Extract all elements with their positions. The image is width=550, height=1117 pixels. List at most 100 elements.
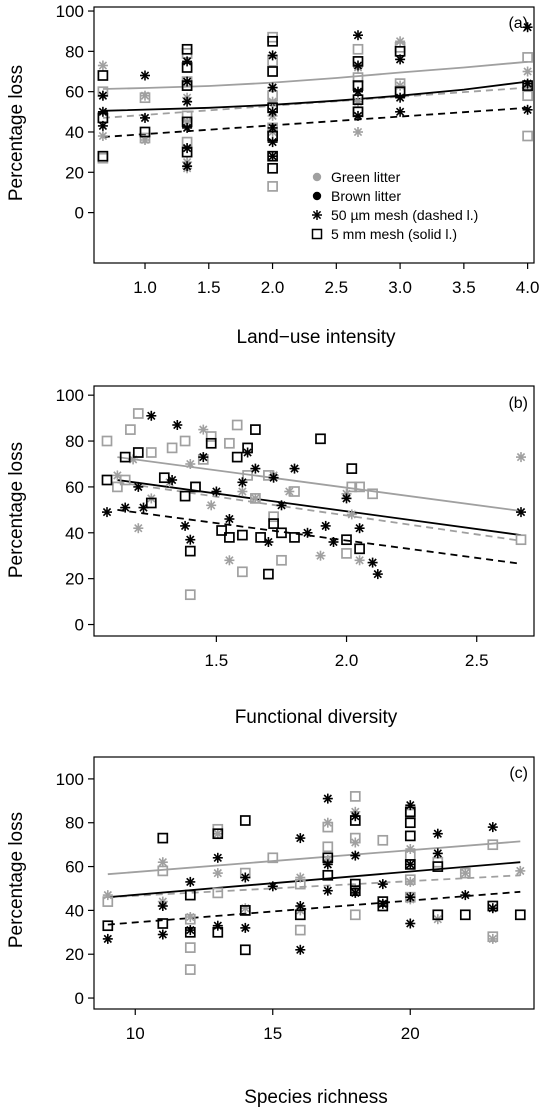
- point-brown-5mm: [237, 529, 248, 541]
- point-brown-5mm: [349, 878, 361, 890]
- point-brown-50um: [172, 420, 183, 430]
- point-green-50um: [212, 868, 223, 879]
- panel-a: 0 20 40 60 80 100 1.0 1.5 2.0 2.5 3.0 3.5 4.0 (a) P…: [6, 2, 539, 348]
- point-green-5mm: [242, 470, 253, 481]
- point-brown-50um: [102, 507, 112, 518]
- point-brown-5mm: [119, 451, 131, 463]
- point-brown-5mm: [404, 859, 416, 870]
- point-brown-5mm: [184, 545, 196, 557]
- point-green-5mm: [101, 435, 113, 447]
- point-brown-5mm: [157, 832, 169, 844]
- point-green-5mm: [184, 589, 196, 601]
- point-green-5mm: [184, 964, 196, 975]
- point-green-5mm: [267, 852, 279, 864]
- trend-line-green-50um: [102, 86, 528, 119]
- trend-line-green-50um: [107, 874, 521, 899]
- point-brown-5mm: [239, 905, 251, 916]
- point-green-50um: [185, 912, 196, 922]
- point-brown-50um: [289, 463, 300, 474]
- point-brown-50um: [267, 881, 278, 892]
- point-brown-5mm: [190, 481, 201, 493]
- x-axis: 10 15 20: [126, 1009, 420, 1043]
- point-brown-5mm: [267, 102, 278, 114]
- point-green-50um: [133, 523, 144, 534]
- point-brown-50um: [377, 898, 388, 909]
- point-brown-5mm: [352, 94, 364, 106]
- point-green-5mm: [352, 43, 364, 55]
- point-brown-50um: [395, 106, 406, 117]
- point-brown-5mm: [212, 926, 224, 938]
- y-axis-label: Percentage loss: [6, 812, 27, 948]
- point-brown-5mm: [377, 900, 389, 912]
- point-brown-5mm: [352, 56, 364, 67]
- point-brown-50um: [322, 859, 333, 870]
- point-brown-5mm: [212, 828, 224, 840]
- point-brown-5mm: [145, 497, 157, 509]
- point-green-5mm: [157, 865, 169, 877]
- point-brown-5mm: [184, 889, 196, 901]
- point-brown-50um: [240, 872, 251, 883]
- point-brown-50um: [120, 502, 131, 513]
- point-brown-50um: [295, 901, 306, 911]
- y-tick-label: 40: [65, 524, 84, 543]
- point-brown-5mm: [263, 568, 274, 580]
- point-brown-5mm: [181, 43, 193, 55]
- data-points: [101, 408, 527, 601]
- point-brown-50um: [240, 922, 251, 933]
- point-brown-50um: [367, 557, 378, 568]
- point-brown-50um: [522, 22, 533, 33]
- point-green-50um: [224, 555, 235, 566]
- point-brown-5mm: [322, 852, 334, 864]
- x-tick-label: 2.5: [465, 651, 489, 670]
- point-brown-50um: [212, 852, 223, 863]
- trend-lines: [117, 456, 522, 565]
- point-brown-50um: [267, 82, 278, 93]
- y-tick-label: 100: [56, 386, 84, 405]
- x-tick-label: 1.5: [197, 278, 221, 297]
- point-brown-50um: [295, 944, 306, 955]
- point-green-50um: [522, 66, 533, 77]
- point-brown-50um: [182, 56, 193, 67]
- point-brown-50um: [405, 859, 416, 870]
- point-brown-50um: [395, 92, 406, 103]
- point-brown-5mm: [432, 861, 444, 872]
- point-green-5mm: [102, 896, 114, 907]
- point-green-5mm: [184, 942, 196, 953]
- x-tick-label: 10: [126, 1024, 145, 1043]
- point-brown-5mm: [341, 534, 352, 546]
- point-green-5mm: [289, 486, 300, 497]
- trend-line-green-5mm: [107, 840, 521, 876]
- point-green-5mm: [352, 72, 364, 83]
- point-green-5mm: [349, 909, 361, 921]
- point-green-50um: [157, 857, 168, 868]
- point-brown-50um: [350, 850, 361, 861]
- trend-line-brown-5mm: [117, 479, 522, 536]
- point-brown-5mm: [158, 472, 170, 484]
- x-axis: 1.0 1.5 2.0 2.5 3.0 3.5 4.0: [133, 263, 539, 297]
- point-green-5mm: [139, 92, 151, 104]
- point-green-5mm: [132, 408, 144, 419]
- point-brown-50um: [185, 925, 196, 936]
- point-brown-5mm: [224, 532, 235, 543]
- point-brown-5mm: [352, 80, 364, 91]
- point-green-50um: [250, 493, 261, 504]
- point-brown-5mm: [242, 442, 253, 454]
- point-brown-50um: [432, 828, 443, 839]
- point-brown-50um: [237, 477, 248, 488]
- y-tick-label: 60: [65, 858, 84, 877]
- legend-label-green-litter: Green litter: [331, 169, 401, 185]
- point-brown-50um: [405, 892, 416, 903]
- point-green-5mm: [322, 821, 334, 833]
- point-brown-50um: [322, 793, 333, 804]
- trend-line-brown-50um: [117, 509, 522, 565]
- y-tick-label: 40: [65, 901, 84, 920]
- x-axis-label: Land−use intensity: [237, 327, 396, 348]
- point-green-5mm: [515, 534, 527, 546]
- point-brown-5mm: [181, 80, 193, 91]
- point-brown-5mm: [97, 150, 109, 162]
- point-brown-5mm: [349, 885, 361, 897]
- legend-marker-green-litter: [312, 172, 322, 182]
- point-green-50um: [353, 127, 363, 137]
- point-brown-50um: [250, 463, 261, 474]
- trend-line-green-5mm: [102, 60, 528, 90]
